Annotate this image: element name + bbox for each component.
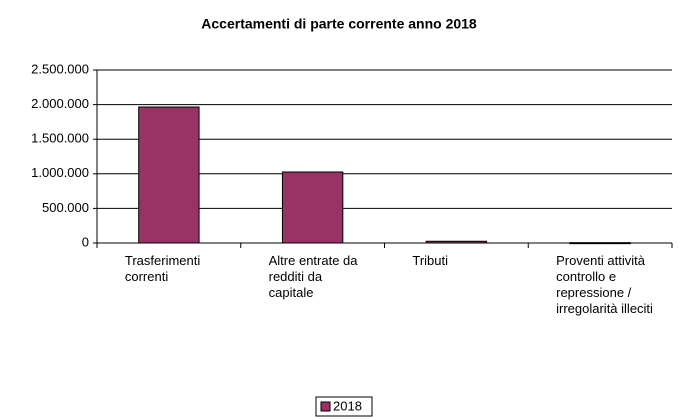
bar [281,171,344,244]
y-tick-label: 0 [82,234,89,249]
chart-title: Accertamenti di parte corrente anno 2018 [201,16,477,32]
x-tick-label-line: irregolarità illeciti [556,301,653,316]
x-tick-label: Altre entrate da redditi da capitale [269,253,359,300]
x-tick-label: Trasferimenti correnti [125,253,200,284]
x-tick-label: Proventi attività controllo e repressione … [556,253,653,316]
y-tick-label: 2.000.000 [31,96,89,111]
x-tick-label-line: repressione / [556,285,632,300]
y-tick-label: 1.000.000 [31,165,89,180]
y-tick-label: 2.500.000 [31,61,89,76]
x-tick-label: Tributi [412,253,448,268]
legend-label: 2018 [333,398,362,413]
x-tick-label-line: correnti [125,269,168,284]
x-tick-label-line: redditi da [269,269,323,284]
legend-swatch [320,401,331,412]
x-tick-label-line: Altre entrate da [269,253,359,268]
bar [138,106,200,244]
x-tick-label-line: Tributi [412,253,448,268]
y-tick-label: 500.000 [42,200,89,215]
x-tick-label-line: capitale [269,285,314,300]
x-tick-label-line: Proventi attività [556,253,646,268]
x-tick-label-line: Trasferimenti [125,253,200,268]
x-tick-label-line: controllo e [556,269,616,284]
y-tick-label: 1.500.000 [31,131,89,146]
